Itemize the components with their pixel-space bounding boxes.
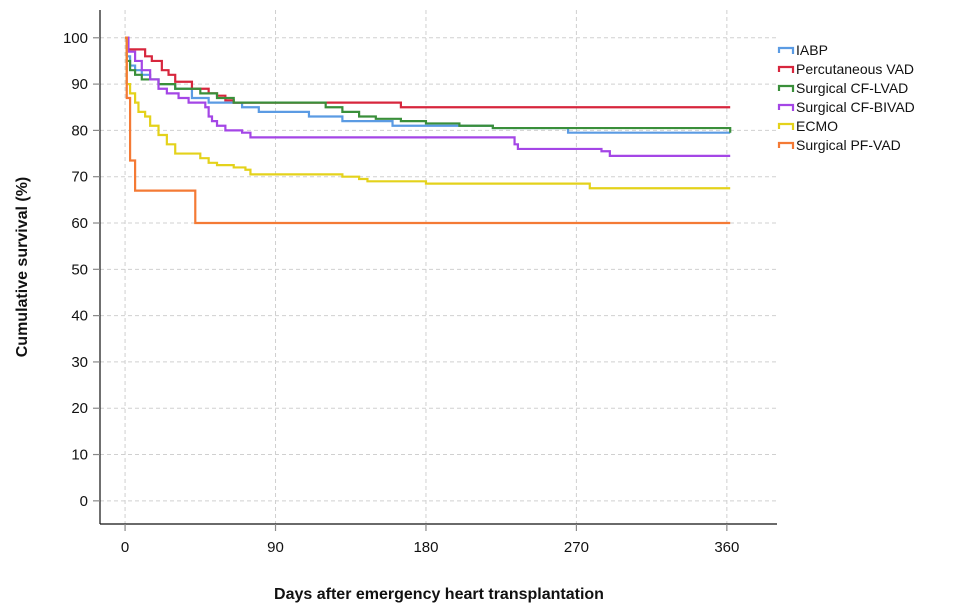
y-tick-label: 20 (71, 400, 88, 417)
axes-layer (99, 10, 777, 525)
series-line-surgical-cf-bivad (125, 36, 731, 157)
legend-label: Surgical CF-BIVAD (796, 99, 915, 115)
legend-label: Percutaneous VAD (796, 61, 914, 77)
legend-label: Surgical CF-LVAD (796, 80, 908, 96)
series-line-surgical-pf-vad (125, 36, 731, 225)
x-axis-title: Days after emergency heart transplantati… (274, 586, 604, 603)
series-line-percutaneous-vad (125, 36, 731, 109)
legend-key (777, 103, 795, 111)
legend-key (777, 46, 795, 54)
y-tick-label: 60 (71, 215, 88, 232)
y-tick-label: 50 (71, 261, 88, 278)
y-axis-title: Cumulative survival (%) (14, 177, 31, 358)
legend-label: Surgical PF-VAD (796, 137, 901, 153)
legend-label: IABP (796, 42, 828, 58)
x-tick-label: 0 (121, 539, 129, 556)
series-layer (125, 36, 732, 225)
y-tick-label: 40 (71, 308, 88, 325)
x-tick-label: 90 (267, 539, 284, 556)
y-tick-label: 100 (63, 30, 88, 47)
x-tick-label: 180 (413, 539, 438, 556)
legend-label: ECMO (796, 118, 838, 134)
grid-layer (100, 10, 777, 524)
series-line-ecmo (125, 36, 731, 190)
y-tick-label: 10 (71, 447, 88, 464)
y-tick-label: 80 (71, 122, 88, 139)
series-line-iabp (125, 36, 731, 134)
y-tick-label: 70 (71, 169, 88, 186)
series-line-surgical-cf-lvad (125, 36, 732, 133)
x-tick-label: 360 (714, 539, 739, 556)
ticks-layer: 0 10 20 30 40 50 60 70 80 90 100 0 90 180 270 360 (63, 30, 739, 556)
legend: IABP Percutaneous VAD Surgical CF-LVAD Surg… (777, 42, 915, 153)
y-tick-label: 0 (80, 493, 88, 510)
legend-key (777, 65, 795, 73)
y-tick-label: 90 (71, 76, 88, 93)
legend-key (777, 141, 795, 149)
legend-key (777, 84, 795, 92)
y-tick-label: 30 (71, 354, 88, 371)
x-tick-label: 270 (564, 539, 589, 556)
legend-key (777, 122, 795, 130)
